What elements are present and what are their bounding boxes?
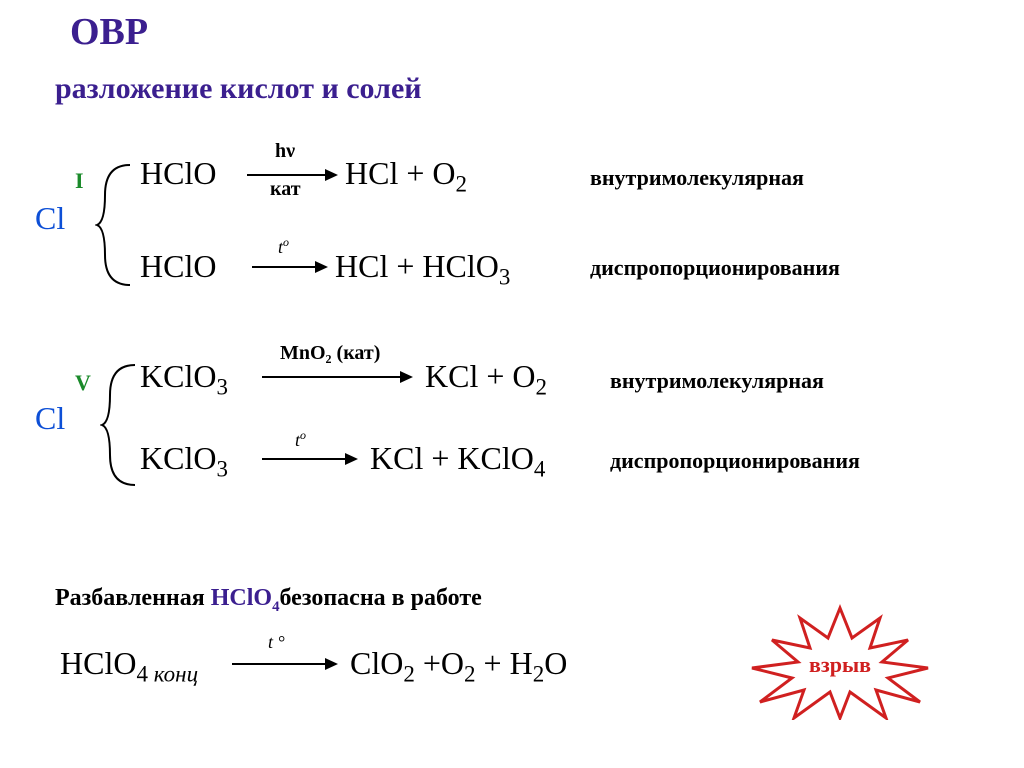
- eq5-lhs-conc: конц: [154, 660, 198, 686]
- eq3-lhs-sub: 3: [216, 373, 228, 399]
- eq1-rhs-sub: 2: [456, 170, 468, 196]
- explosion-text: взрыв: [809, 652, 871, 677]
- eq3-cond: MnO₂ (кат): [280, 342, 380, 365]
- cl-label-2: Cl: [35, 400, 65, 437]
- note-compound: HClO4: [211, 585, 280, 611]
- eq2-rhs: HCl + HClO3: [335, 248, 510, 290]
- eq4-rhs-sub: 4: [534, 455, 546, 481]
- eq4-rhs: KCl + KClO4: [370, 440, 545, 482]
- eq2-type-label: диспропорционирования: [590, 255, 840, 281]
- note-compound-sub: 4: [272, 599, 279, 615]
- eq2-rhs-text: HCl + HClO: [335, 248, 499, 284]
- eq4-lhs-sub: 3: [216, 455, 228, 481]
- eq1-cond-top: hν: [275, 140, 295, 163]
- page-subtitle: разложение кислот и солей: [55, 72, 422, 106]
- page-title-ovr: ОВР: [70, 10, 148, 54]
- eq4-cond: to: [295, 428, 306, 451]
- eq3-rhs-sub: 2: [536, 373, 548, 399]
- eq5-arrow: [230, 649, 340, 675]
- eq5-cond: t °: [268, 632, 285, 653]
- eq2-cond: to: [278, 235, 289, 258]
- eq3-type-label: внутримолекулярная: [610, 368, 824, 394]
- eq4-arrow: [260, 444, 360, 470]
- eq5-lhs-text: HClO: [60, 645, 136, 681]
- eq4-type-label: диспропорционирования: [610, 448, 860, 474]
- safety-note: Разбавленная HClO4безопасна в работе: [55, 585, 482, 616]
- eq2-lhs: HClO: [140, 248, 216, 285]
- eq4-lhs: KClO3: [140, 440, 228, 482]
- eq3-rhs: KCl + O2: [425, 358, 547, 400]
- explosion-star-icon: взрыв: [740, 600, 940, 720]
- eq3-lhs: KClO3: [140, 358, 228, 400]
- bracket-2: [100, 360, 140, 490]
- eq3-rhs-text: KCl + O: [425, 358, 536, 394]
- oxidation-state-2: V: [75, 370, 91, 396]
- eq3-lhs-text: KClO: [140, 358, 216, 394]
- eq1-type-label: внутримолекулярная: [590, 165, 804, 191]
- eq4-rhs-text: KCl + KClO: [370, 440, 534, 476]
- note-prefix: Разбавленная: [55, 585, 211, 611]
- eq1-rhs-text: HCl + O: [345, 155, 456, 191]
- cl-label-1: Cl: [35, 200, 65, 237]
- eq5-rhs: ClO2 +O2 + H2O: [350, 645, 567, 687]
- eq5-lhs-sub: 4: [136, 660, 153, 686]
- eq1-lhs: HClO: [140, 155, 216, 192]
- eq2-rhs-sub: 3: [499, 263, 511, 289]
- oxidation-state-1: I: [75, 168, 84, 194]
- eq1-cond-bot: кат: [270, 178, 301, 201]
- eq5-lhs: HClO4 конц: [60, 645, 198, 687]
- note-suffix: безопасна в работе: [280, 585, 482, 611]
- note-compound-text: HClO: [211, 585, 272, 611]
- bracket-1: [95, 160, 135, 290]
- eq3-arrow: [260, 362, 415, 388]
- eq2-arrow: [250, 252, 330, 278]
- eq1-rhs: HCl + O2: [345, 155, 467, 197]
- eq4-lhs-text: KClO: [140, 440, 216, 476]
